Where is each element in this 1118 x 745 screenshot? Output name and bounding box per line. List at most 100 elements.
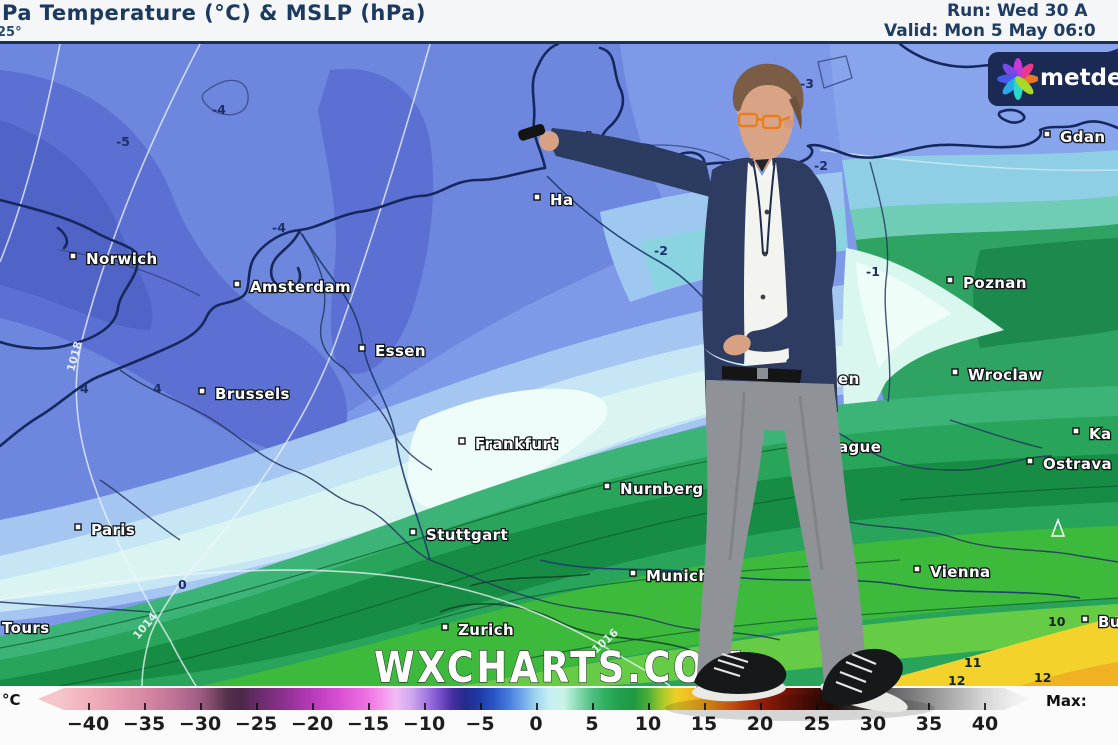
scale-label: −25 (234, 713, 278, 735)
scale-label: 10 (634, 713, 662, 735)
contour-label: -1 (866, 264, 880, 279)
contour-label: 4 (153, 381, 162, 396)
city-munich: Munich (629, 566, 710, 586)
svg-text:Tours: Tours (2, 619, 50, 637)
rivers (301, 175, 1081, 599)
scale-label: −10 (402, 713, 446, 735)
scale-tick (255, 703, 258, 710)
city-gdansk-partial: Gdan (1043, 127, 1106, 147)
scale-max-label: Max: (1046, 692, 1087, 710)
svg-text:Amsterdam: Amsterdam (250, 278, 351, 296)
contour-label: -3 (800, 76, 814, 91)
valid-label: Valid: Mon 5 May 06:0 (884, 21, 1096, 41)
svg-text:Frankfurt: Frankfurt (475, 435, 558, 453)
map-layers: 1018 1014 1016 -5 -4 -4 4 4 -3 -2 -2 -1 … (0, 44, 1118, 686)
scale-tick (592, 703, 595, 710)
scale-label: −15 (346, 713, 390, 735)
city-hamburg-partial: Ha (533, 190, 574, 210)
scale-label: 25 (803, 713, 831, 735)
isobar-label: 1014 (130, 610, 160, 642)
scale-tick (367, 703, 370, 710)
scale-tick (760, 703, 763, 710)
scale-label: 15 (690, 713, 718, 735)
svg-text:Essen: Essen (375, 342, 426, 360)
svg-text:Ha: Ha (550, 191, 573, 209)
scale-tick (423, 703, 426, 710)
scale-tick (143, 703, 146, 710)
contour-label: -4 (272, 220, 286, 235)
chart-title: Pa Temperature (°C) & MSLP (hPa) (2, 1, 426, 25)
logo-text: metdesk (1040, 65, 1118, 91)
svg-text:ague: ague (838, 438, 881, 456)
svg-text:Wroclaw: Wroclaw (968, 366, 1043, 384)
scale-label: 30 (859, 713, 887, 735)
weather-presenter (518, 63, 935, 721)
svg-text:Stuttgart: Stuttgart (426, 526, 508, 544)
scale-label: 0 (529, 713, 543, 735)
contour-label: 12 (1034, 670, 1051, 685)
scale-tick (311, 703, 314, 710)
city-brussels: Brussels (198, 384, 291, 404)
contour-label: -2 (654, 243, 668, 258)
svg-text:Gdan: Gdan (1060, 128, 1105, 146)
contour-label: -5 (116, 134, 130, 149)
scale-label: 40 (971, 713, 999, 735)
contour-label: 0 (178, 577, 187, 592)
scale-tick (928, 703, 931, 710)
city-frankfurt: Frankfurt (458, 434, 559, 454)
svg-text:Poznan: Poznan (963, 274, 1027, 292)
scale-label: −20 (290, 713, 334, 735)
svg-text:Paris: Paris (91, 521, 135, 539)
scale-label: 20 (746, 713, 774, 735)
city-amsterdam: Amsterdam (233, 277, 352, 297)
svg-text:Zurich: Zurich (458, 621, 514, 639)
coord-label: 25° (0, 25, 22, 40)
scale-label: −35 (122, 713, 166, 735)
isobar-label: 1016 (589, 626, 621, 656)
city-prague-partial: ague (837, 437, 883, 458)
svg-text:Munich: Munich (646, 567, 709, 585)
svg-text:Kiel: Kiel (558, 130, 592, 148)
city-budapest-partial: Bu (1081, 612, 1118, 632)
city-norwich: Norwich (69, 249, 159, 269)
scale-tick (87, 703, 90, 710)
city-wroclaw: Wroclaw (951, 365, 1044, 385)
city-vienna: Vienna (913, 562, 991, 582)
city-stuttgart: Stuttgart (409, 525, 509, 545)
city-tours: Tours (1, 618, 51, 639)
svg-text:Vienna: Vienna (930, 563, 991, 581)
run-label: Run: Wed 30 A (947, 1, 1088, 21)
scale-tick (535, 703, 538, 710)
map-base (0, 44, 1118, 686)
scale-tick (648, 703, 651, 710)
isobar-label: 1018 (64, 340, 84, 373)
contour-label: 11 (964, 655, 981, 670)
scale-tick (872, 703, 875, 710)
city-paris: Paris (74, 520, 136, 540)
contour-label: 4 (80, 381, 89, 396)
contour-labels: -5 -4 -4 4 4 -3 -2 -2 -1 0 10 11 12 12 (80, 76, 1066, 686)
city-kiel: Kiel (541, 129, 593, 149)
isobar-lines (0, 44, 671, 686)
pinwheel-icon (997, 58, 1039, 100)
contour-label: -4 (212, 102, 226, 117)
svg-text:en: en (838, 370, 860, 388)
city-nurnberg: Nurnberg (603, 479, 704, 499)
scale-tick (984, 703, 987, 710)
contour-label: 10 (1048, 614, 1066, 629)
city-zurich: Zurich (441, 620, 515, 640)
scale-tick (704, 703, 707, 710)
isobar-labels: 1018 1014 1016 (64, 340, 621, 656)
scale-label: 35 (915, 713, 943, 735)
svg-text:Bu: Bu (1098, 613, 1118, 631)
svg-text:Norwich: Norwich (86, 250, 158, 268)
city-labels: Kiel Ha Gdan Norwich Amsterdam Essen (1, 127, 1118, 641)
city-katowice-partial: Ka (1072, 424, 1112, 444)
temperature-colorbar (38, 688, 1030, 710)
scale-label: −30 (178, 713, 222, 735)
scale-label: −5 (465, 713, 495, 735)
header-bar: Pa Temperature (°C) & MSLP (hPa) 25° Run… (0, 0, 1118, 44)
coastlines (0, 44, 1118, 448)
